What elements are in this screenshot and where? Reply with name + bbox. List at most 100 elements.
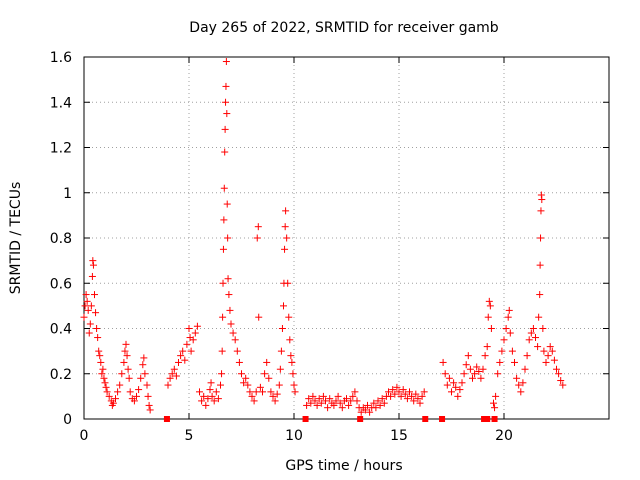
data-point: [322, 397, 329, 405]
data-point: [529, 325, 537, 332]
data-point: [387, 392, 395, 400]
plot-frame: [83, 56, 610, 420]
data-point: [357, 408, 365, 416]
data-point: [418, 392, 426, 400]
data-point: [380, 399, 388, 407]
data-point: [87, 302, 95, 310]
data-point: [146, 406, 154, 414]
y-tick-label: 0.2: [50, 367, 72, 383]
data-point: [460, 370, 468, 378]
data-point: [94, 334, 102, 342]
data-point: [504, 313, 512, 321]
data-point: [408, 392, 416, 400]
data-point: [550, 356, 558, 364]
data-point: [557, 377, 565, 385]
data-point: [238, 370, 245, 378]
data-point: [120, 358, 128, 366]
data-point: [263, 358, 271, 366]
data-point: [473, 363, 481, 371]
data-point: [102, 383, 110, 391]
data-point: [548, 347, 556, 355]
data-point: [416, 399, 424, 407]
data-point: [454, 392, 462, 400]
data-point: [233, 347, 241, 355]
zero-marker: [302, 416, 309, 422]
data-point: [291, 388, 299, 396]
axis-ticks: 0 5 10 15 20 0 0.2 0.4 0.6 0.8 1 1.2 1.4 1.6: [50, 50, 609, 444]
data-point: [540, 347, 548, 355]
data-point: [536, 291, 544, 299]
data-point: [220, 216, 228, 224]
data-point: [93, 325, 101, 332]
data-point: [305, 395, 313, 403]
data-point: [206, 386, 214, 394]
data-point: [118, 370, 126, 378]
x-tick-label: 15: [390, 428, 408, 444]
data-point: [212, 388, 220, 396]
data-point: [347, 397, 355, 405]
data-point: [82, 291, 90, 299]
data-point: [523, 352, 531, 360]
data-point: [175, 358, 182, 366]
data-point: [496, 358, 504, 366]
data-point: [284, 279, 292, 287]
data-point: [456, 386, 464, 394]
data-point: [226, 306, 234, 314]
y-axis-label: SRMTID / TECUs: [8, 182, 24, 295]
data-point: [219, 245, 227, 253]
data-point: [191, 329, 199, 337]
data-point: [219, 313, 227, 321]
data-points: [80, 58, 567, 422]
data-point: [511, 358, 518, 366]
data-point: [464, 352, 472, 360]
data-point: [481, 352, 489, 360]
data-point: [448, 388, 455, 396]
data-point: [483, 343, 491, 351]
data-point: [281, 245, 289, 253]
data-point: [505, 306, 513, 314]
data-point: [491, 404, 499, 412]
data-point: [114, 388, 122, 396]
data-point: [261, 370, 269, 378]
data-point: [309, 392, 317, 400]
data-point: [208, 392, 216, 400]
data-point: [535, 313, 543, 321]
data-point: [506, 329, 514, 337]
data-point: [366, 408, 374, 416]
data-point: [196, 388, 203, 396]
data-point: [490, 399, 497, 407]
data-point: [130, 397, 138, 405]
data-point: [534, 343, 542, 351]
zero-marker: [491, 416, 498, 422]
data-point: [414, 395, 422, 403]
data-point: [164, 381, 172, 389]
data-point: [80, 313, 88, 321]
x-tick-label: 0: [80, 428, 89, 444]
data-point: [443, 381, 451, 389]
data-point: [389, 386, 397, 394]
data-point: [500, 336, 508, 344]
data-point: [81, 302, 89, 310]
data-point: [227, 320, 235, 328]
data-point: [96, 352, 104, 360]
data-point: [246, 388, 254, 396]
data-point: [287, 352, 295, 360]
data-point: [370, 399, 378, 407]
data-point: [378, 395, 386, 403]
zero-marker: [484, 416, 491, 422]
x-tick-label: 10: [285, 428, 303, 444]
data-point: [479, 365, 487, 373]
data-point: [532, 334, 539, 342]
data-point: [477, 374, 485, 382]
data-point: [86, 320, 94, 328]
data-point: [475, 367, 483, 375]
data-point: [218, 347, 226, 355]
data-point: [517, 388, 525, 396]
data-point: [313, 401, 321, 409]
data-point: [349, 392, 357, 400]
y-tick-label: 0.8: [50, 231, 72, 247]
data-point: [242, 374, 250, 382]
data-point: [271, 397, 279, 405]
data-point: [183, 340, 191, 348]
data-point: [345, 401, 353, 409]
